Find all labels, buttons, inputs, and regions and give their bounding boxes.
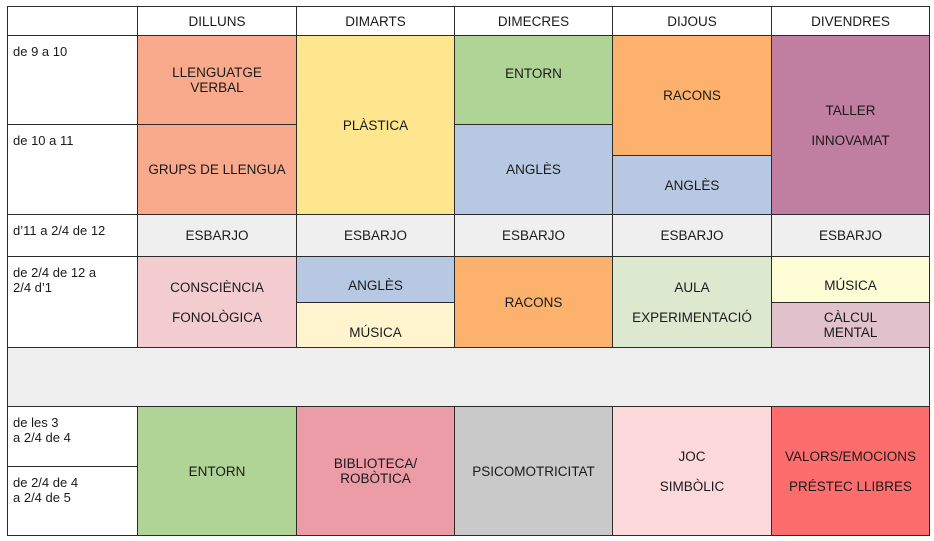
time-slot-4: de 2/4 de 12 a 2/4 d’1 (7, 256, 138, 348)
subject-label: PRÉSTEC LLIBRES (788, 478, 913, 494)
subject-label: MÚSICA (349, 324, 402, 340)
subject-label: ESBARJO (818, 228, 883, 243)
cell-dimecres-racons: RACONS (454, 256, 613, 348)
cell-divendres-calcul-mental: CÀLCUL MENTAL (771, 302, 930, 348)
subject-label: ANGLÈS (506, 162, 561, 177)
time-label: de 2/4 de 4 (13, 475, 79, 490)
subject-label: ESBARJO (501, 228, 566, 243)
subject-label: ENTORN (505, 65, 562, 81)
subject-label: ESBARJO (343, 228, 408, 243)
subject-label: CONSCIÈNCIA (170, 279, 264, 295)
subject-label: ESBARJO (185, 228, 249, 243)
time-slot-5: de les 3 a 2/4 de 4 (7, 406, 138, 467)
cell-divendres-esbarjo: ESBARJO (771, 214, 930, 257)
cell-dimecres-angles: ANGLÈS (454, 124, 613, 215)
subject-label: CÀLCUL (823, 310, 878, 325)
cell-divendres-taller-innovamat: TALLER INNOVAMAT (771, 35, 930, 215)
subject-label: ROBÒTICA (340, 471, 411, 486)
subject-label: GRUPS DE LLENGUA (148, 162, 286, 177)
subject-label: MÚSICA (824, 278, 877, 293)
subject-label: RACONS (663, 88, 721, 103)
cell-dimecres-esbarjo: ESBARJO (454, 214, 613, 257)
time-label: de 2/4 de 12 a (13, 265, 97, 280)
cell-dimarts-biblioteca-robotica: BIBLIOTECA/ ROBÒTICA (296, 406, 455, 536)
cell-dijous-angles: ANGLÈS (612, 155, 772, 215)
cell-dilluns-consciencia-fonologica: CONSCIÈNCIA FONOLÒGICA (137, 256, 297, 348)
time-label: d’11 a 2/4 de 12 (13, 223, 106, 238)
subject-label: EXPERIMENTACIÓ (632, 309, 752, 325)
subject-label: PSICOMOTRICITAT (472, 463, 595, 479)
cell-dimarts-plastica: PLÀSTICA (296, 35, 455, 215)
cell-dilluns-entorn: ENTORN (137, 406, 297, 536)
subject-label: VERBAL (190, 80, 244, 95)
timetable: DILLUNS DIMARTS DIMECRES DIJOUS DIVENDRE… (7, 6, 930, 536)
cell-dijous-aula-experimentacio: AULA EXPERIMENTACIÓ (612, 256, 772, 348)
subject-label: MENTAL (823, 325, 878, 340)
subject-label: RACONS (504, 294, 563, 310)
subject-label: AULA (674, 279, 710, 295)
header-day-divendres: DIVENDRES (771, 6, 930, 36)
subject-label: ESBARJO (660, 228, 724, 243)
subject-label: FONOLÒGICA (171, 309, 262, 325)
time-slot-2: de 10 a 11 (7, 124, 138, 215)
subject-label: ANGLÈS (348, 278, 403, 293)
subject-label: SIMBÒLIC (659, 478, 725, 494)
cell-dimecres-entorn: ENTORN (454, 35, 613, 125)
subject-label: ENTORN (188, 463, 246, 479)
cell-dijous-joc-simbolic: JOC SIMBÒLIC (612, 406, 772, 536)
subject-label: BIBLIOTECA/ (333, 456, 418, 471)
cell-dijous-racons: RACONS (612, 35, 772, 156)
header-day-dijous: DIJOUS (612, 6, 772, 36)
time-label: de les 3 (13, 415, 59, 430)
subject-label: JOC (678, 448, 706, 464)
time-label: de 9 a 10 (13, 44, 68, 59)
time-slot-1: de 9 a 10 (7, 35, 138, 125)
subject-label: PLÀSTICA (342, 117, 409, 133)
cell-dimarts-musica: MÚSICA (296, 302, 455, 348)
header-day-dimarts: DIMARTS (296, 6, 455, 36)
cell-divendres-valors-prestec: VALORS/EMOCIONS PRÉSTEC LLIBRES (771, 406, 930, 536)
cell-dilluns-esbarjo: ESBARJO (137, 214, 297, 257)
time-slot-3: d’11 a 2/4 de 12 (7, 214, 138, 257)
cell-dimecres-psicomotricitat: PSICOMOTRICITAT (454, 406, 613, 536)
subject-label: TALLER (825, 102, 876, 118)
subject-label: VALORS/EMOCIONS (784, 448, 917, 464)
subject-label: ANGLÈS (664, 177, 720, 193)
cell-dimarts-angles: ANGLÈS (296, 256, 455, 303)
time-slot-6: de 2/4 de 4 a 2/4 de 5 (7, 466, 138, 536)
header-day-dilluns: DILLUNS (137, 6, 297, 36)
cell-dilluns-llenguatge-verbal: LLENGUATGE VERBAL (137, 35, 297, 125)
time-label: a 2/4 de 4 (13, 430, 71, 445)
cell-dimarts-esbarjo: ESBARJO (296, 214, 455, 257)
subject-label: LLENGUATGE (172, 65, 262, 80)
cell-dijous-esbarjo: ESBARJO (612, 214, 772, 257)
subject-label: INNOVAMAT (811, 132, 890, 148)
time-label: de 10 a 11 (13, 133, 74, 148)
header-corner (7, 6, 138, 36)
time-label: a 2/4 de 5 (13, 490, 71, 505)
lunch-gap-row (7, 347, 930, 407)
header-day-dimecres: DIMECRES (454, 6, 613, 36)
cell-dilluns-grups-de-llengua: GRUPS DE LLENGUA (137, 124, 297, 215)
cell-divendres-musica: MÚSICA (771, 256, 930, 303)
time-label: 2/4 d’1 (13, 280, 53, 295)
